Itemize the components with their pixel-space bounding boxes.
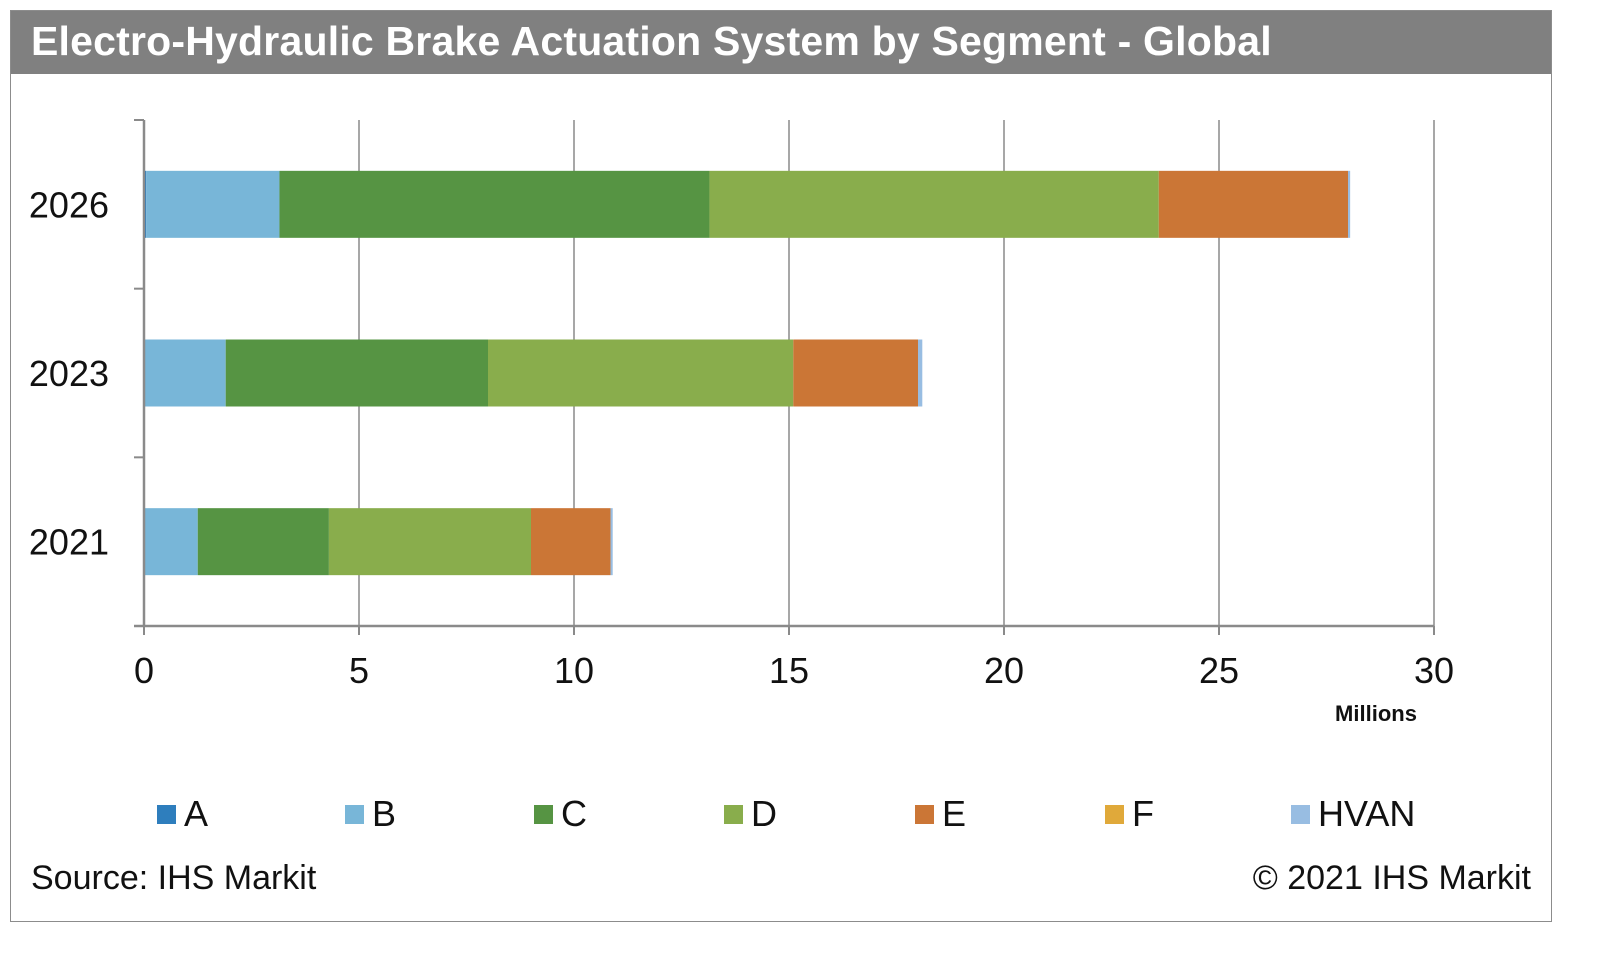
x-tick-label-5: 5	[349, 650, 369, 691]
y-tick-label-2026: 2026	[29, 184, 109, 225]
source-text: Source: IHS Markit	[31, 859, 317, 897]
y-tick-label-2023: 2023	[29, 353, 109, 394]
bar-2023-c	[225, 339, 488, 407]
legend-item-d: D	[724, 789, 777, 839]
legend-swatch-a	[157, 804, 176, 824]
legend-label-b: B	[372, 793, 397, 834]
bar-2023-d	[488, 339, 794, 407]
x-tick-label-30: 30	[1414, 650, 1454, 691]
chart-title: Electro-Hydraulic Brake Actuation System…	[31, 18, 1272, 64]
x-tick-label-20: 20	[984, 650, 1024, 691]
title-bar: Electro-Hydraulic Brake Actuation System…	[11, 11, 1551, 74]
bar-2021-d	[328, 508, 531, 576]
legend-label-f: F	[1132, 793, 1154, 834]
legend-label-c: C	[561, 793, 587, 834]
bar-2023-b	[144, 339, 226, 407]
x-tick-label-10: 10	[554, 650, 594, 691]
bar-2026-b	[146, 170, 280, 238]
legend-item-e: E	[915, 789, 966, 839]
bar-2023-e	[793, 339, 918, 407]
bar-2021-hvan	[610, 508, 613, 576]
legend-label-a: A	[184, 793, 209, 834]
bar-2026-hvan	[1348, 170, 1351, 238]
bar-2026-c	[279, 170, 710, 238]
legend-swatch-e	[915, 804, 934, 824]
chart-plot: 2026 2023 2021 0 5 10 15 20 25 30	[29, 119, 1454, 691]
legend-label-d: D	[751, 793, 777, 834]
legend-label-hvan: HVAN	[1318, 793, 1416, 834]
bar-2021-b	[144, 508, 198, 576]
bar-2026-d	[709, 170, 1159, 238]
copyright-text: © 2021 IHS Markit	[1252, 859, 1531, 897]
legend-item-f: F	[1105, 789, 1154, 839]
legend-swatch-f	[1105, 804, 1124, 824]
legend-item-hvan: HVAN	[1291, 789, 1415, 839]
chart-frame: Electro-Hydraulic Brake Actuation System…	[10, 10, 1552, 922]
bar-2021-c	[197, 508, 329, 576]
x-tick-label-25: 25	[1199, 650, 1239, 691]
legend-swatch-d	[724, 804, 743, 824]
legend-swatch-b	[345, 804, 364, 824]
legend-item-c: C	[534, 789, 587, 839]
legend-item-a: A	[157, 789, 208, 839]
x-tick-label-0: 0	[134, 650, 154, 691]
bar-2026-e	[1158, 170, 1348, 238]
legend-swatch-c	[534, 804, 553, 824]
x-tick-label-15: 15	[769, 650, 809, 691]
legend-swatch-hvan	[1291, 804, 1310, 824]
legend-label-e: E	[942, 793, 967, 834]
x-axis-label: Millions	[1335, 701, 1417, 726]
bar-2021-e	[531, 508, 611, 576]
y-tick-label-2021: 2021	[29, 522, 109, 563]
legend-item-b: B	[345, 789, 396, 839]
legend: A B C D E F HVAN	[11, 789, 1551, 839]
bar-2023-hvan	[918, 339, 923, 407]
